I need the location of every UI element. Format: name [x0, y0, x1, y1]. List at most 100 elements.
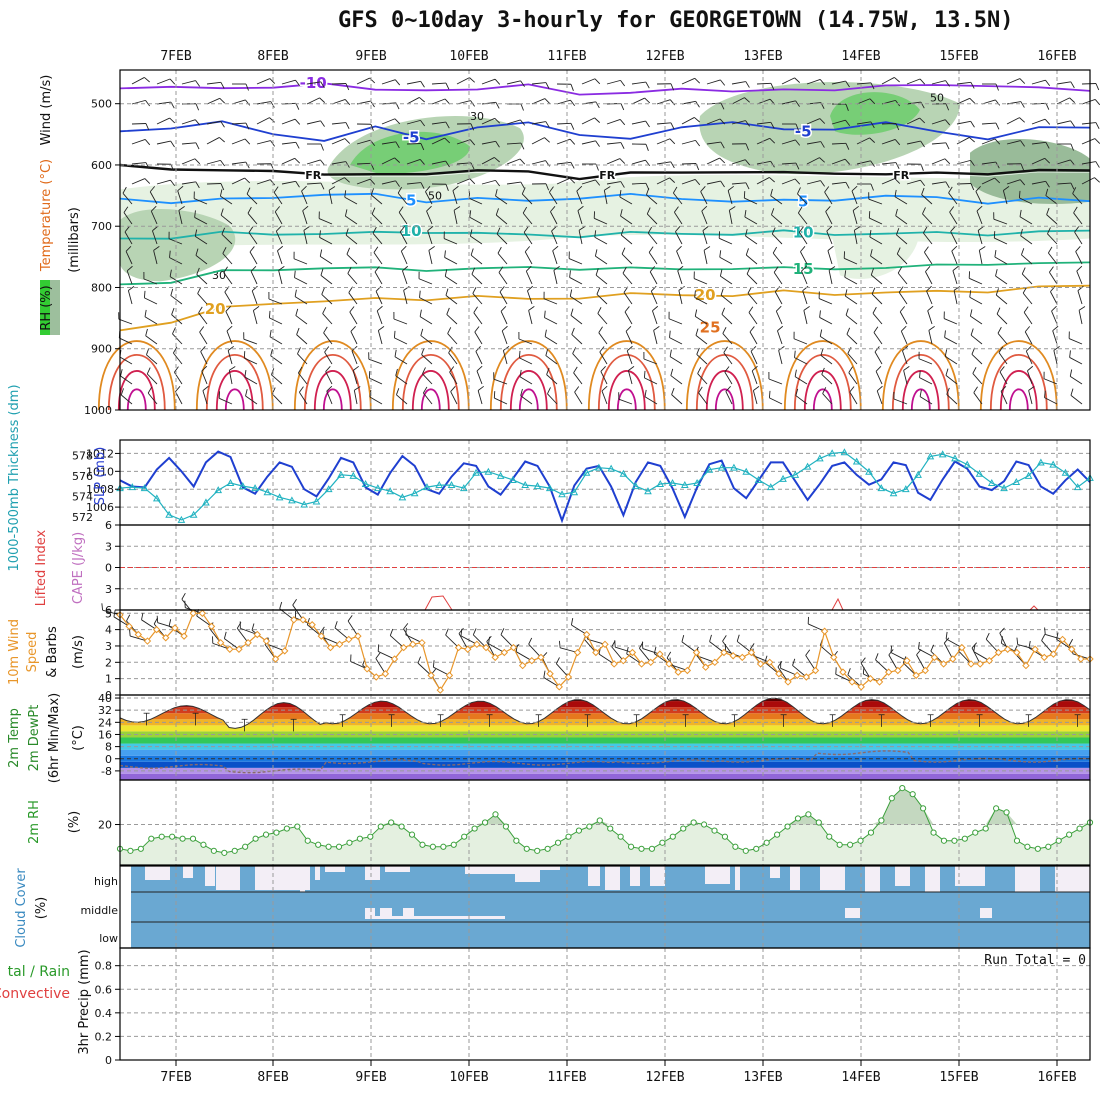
rh-marker — [826, 833, 833, 840]
wind-barb — [950, 231, 958, 245]
wind-barb — [919, 377, 933, 385]
rh-marker — [252, 835, 259, 842]
wind10m-barb — [985, 639, 999, 653]
wind-barb-flag — [747, 286, 752, 294]
wind10m-barb-flag — [113, 609, 116, 617]
wind-barb — [676, 250, 683, 265]
wind-barb-flag — [244, 370, 247, 378]
wind-barb — [603, 190, 608, 205]
wind-barb — [919, 396, 933, 405]
wind-barb-flag — [144, 139, 151, 146]
wind-barb-flag — [398, 206, 404, 213]
wind10m-barb-flag — [666, 651, 672, 659]
wind-barb — [206, 97, 220, 105]
wind-barb-flag — [870, 121, 875, 129]
wind-barb — [545, 355, 558, 365]
wind10m-marker — [555, 683, 563, 691]
wind-barb-flag — [671, 387, 675, 395]
wind-barb-flag — [595, 179, 601, 186]
wind10m-barb — [157, 622, 176, 629]
wind-barb-flag — [326, 385, 333, 392]
wind10m-marker — [198, 609, 207, 617]
temp-band — [120, 701, 1090, 708]
thickness-marker — [1000, 484, 1008, 492]
wind-barb — [420, 335, 433, 345]
wind-barb — [670, 375, 683, 385]
wind-barb — [678, 290, 683, 305]
rh-marker — [189, 835, 197, 842]
wind-barb-flag — [628, 365, 635, 371]
wind-barb-flag — [597, 307, 602, 314]
thickness-marker — [324, 485, 333, 493]
wind-barb — [443, 238, 458, 245]
wind-barb — [1076, 270, 1083, 285]
wind-barb — [206, 120, 221, 125]
wind-barb — [931, 119, 946, 125]
wind-barb — [756, 177, 770, 185]
wind-barb — [445, 295, 458, 305]
wind-barb — [844, 257, 858, 265]
wind-barb-flag — [147, 386, 153, 394]
wind-barb-flag — [995, 83, 999, 91]
wind-barb — [999, 371, 1008, 385]
date-label-top: 7FEB — [160, 49, 191, 64]
wind-barb-flag — [745, 143, 750, 151]
wind-barb-flag — [144, 77, 150, 83]
thickness-marker — [337, 470, 345, 478]
wind-barb — [481, 179, 496, 185]
cloud-clear-gap — [650, 866, 665, 886]
wind-barb-flag — [594, 230, 597, 238]
wind-barb-flag — [794, 178, 801, 185]
wind-barb — [1002, 190, 1008, 205]
wind-barb — [649, 271, 658, 285]
thickness-marker — [791, 470, 800, 478]
wind-barb — [606, 119, 621, 125]
wind-barb-flag — [250, 265, 257, 272]
wind-barb — [977, 230, 983, 245]
wind10m-marker — [244, 638, 252, 647]
wind10m-marker — [399, 643, 408, 652]
wind-barb-flag — [773, 266, 779, 273]
isotherm-warm-loop — [313, 370, 352, 411]
wind-barb-flag — [695, 328, 699, 336]
isotherm-warm-loop — [901, 370, 940, 411]
thickness-marker — [803, 462, 812, 470]
thickness-marker — [975, 469, 984, 477]
wind-barb-flag — [221, 227, 226, 235]
wind-barb-flag — [270, 348, 273, 356]
wind-barb — [806, 141, 821, 145]
wind-barb — [156, 117, 170, 125]
wind-barb — [146, 354, 158, 365]
thickness-marker — [963, 460, 972, 468]
wind-barb-flag — [694, 309, 698, 317]
wind10m-barb-flag — [943, 637, 950, 644]
wind-barb-flag — [745, 248, 749, 256]
wind-barb — [281, 118, 296, 125]
ylabel-thickness: 1000-500mb Thickness (dm) — [7, 384, 22, 571]
wind-barb — [531, 82, 546, 85]
wind-barb-flag — [794, 350, 796, 358]
wind-barb — [231, 122, 246, 125]
isotherm-warm-loop — [793, 354, 852, 411]
thickness-marker — [877, 484, 886, 492]
wind-barb — [431, 82, 446, 85]
wind-barb-flag — [794, 77, 801, 83]
wind-barb-flag — [494, 117, 501, 124]
wind10m-barb-flag — [847, 668, 851, 675]
date-label-top: 16FEB — [1037, 49, 1076, 64]
wind-barb — [377, 330, 383, 345]
wind-barb-flag — [349, 306, 355, 313]
wind10m-marker — [1003, 645, 1012, 653]
series-line-rh2m — [119, 787, 1091, 854]
wind-barb-flag — [569, 289, 573, 297]
wind-barb — [594, 236, 608, 245]
isotherm-line — [119, 163, 1091, 181]
wind-barb — [1019, 197, 1033, 205]
thickness-marker — [1061, 468, 1070, 476]
wind-barb-flag — [946, 387, 950, 395]
wind-barb — [595, 274, 608, 285]
wind-barb — [1056, 81, 1071, 85]
wind10m-barb — [307, 624, 322, 637]
chart-title: GFS 0~10day 3-hourly for GEORGETOWN (14.… — [338, 8, 1014, 33]
